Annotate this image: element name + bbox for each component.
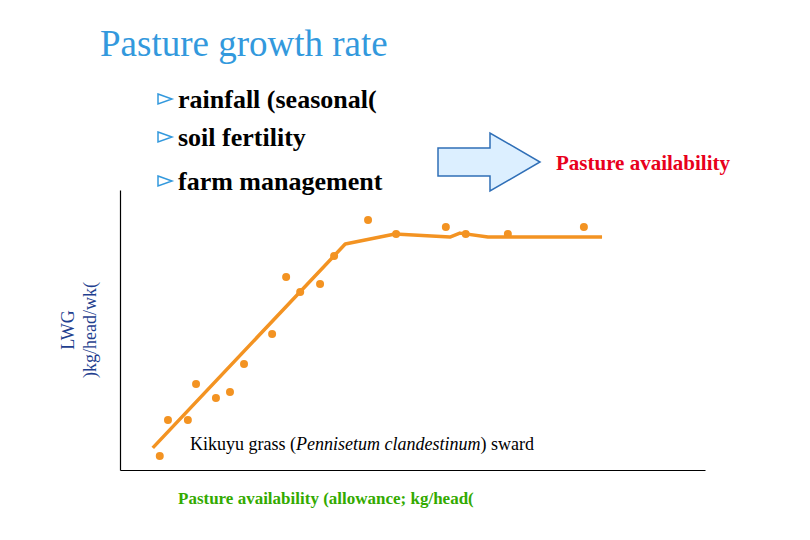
data-point <box>282 273 290 281</box>
data-point <box>268 330 276 338</box>
y-axis-title: LWG <box>58 310 78 350</box>
data-point <box>156 452 164 460</box>
bullet-text: rainfall (seasonal( <box>178 85 377 114</box>
axis-line <box>121 470 706 471</box>
y-axis <box>120 191 121 471</box>
data-point <box>164 416 172 424</box>
fit-line <box>153 233 602 448</box>
bullet-text: farm management <box>178 167 383 196</box>
data-point <box>226 388 234 396</box>
result-label: Pasture availability <box>556 151 731 175</box>
data-point <box>192 380 200 388</box>
bullet-icon <box>158 132 172 142</box>
data-point <box>212 394 220 402</box>
y-axis-title: )kg/head/wk( <box>80 282 101 378</box>
plot-area <box>153 216 602 460</box>
data-point <box>364 216 372 224</box>
bullet-icon <box>158 176 172 186</box>
data-point <box>184 416 192 424</box>
x-axis-title: Pasture availability (allowance; kg/head… <box>178 489 474 508</box>
arrow <box>438 133 540 191</box>
chart: Pasture growth rate rainfall (seasonal( so… <box>0 0 810 540</box>
annotation-part: Kikuyu grass ( <box>190 434 296 455</box>
annotation: Kikuyu grass (Pennisetum clandestinum) s… <box>190 434 534 455</box>
data-point <box>240 360 248 368</box>
x-axis <box>121 470 706 471</box>
data-point <box>580 223 588 231</box>
annotation-part: ) sward <box>480 434 533 455</box>
annotation-part: Pennisetum clandestinum <box>295 434 480 454</box>
data-point <box>316 280 324 288</box>
axis-line <box>120 191 121 471</box>
data-point <box>442 223 450 231</box>
bullet-icon <box>158 94 172 104</box>
title: Pasture growth rate <box>100 23 388 64</box>
bullet-text: soil fertility <box>178 123 306 152</box>
